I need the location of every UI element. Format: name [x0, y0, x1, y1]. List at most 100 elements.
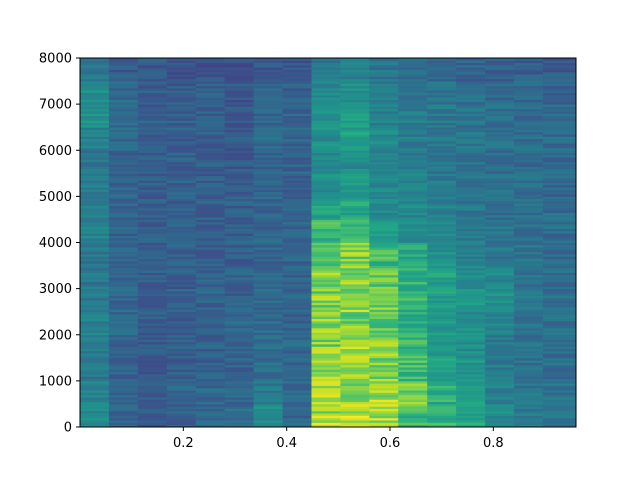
spectrogram-cell [137, 175, 168, 179]
spectrogram-cell [542, 295, 577, 299]
spectrogram-cell [282, 228, 312, 232]
spectrogram-cell [108, 182, 139, 186]
spectrogram-cell [398, 341, 428, 345]
spectrogram-cell [80, 256, 110, 260]
spectrogram-cell [340, 164, 370, 167]
spectrogram-cell [166, 147, 197, 151]
spectrogram-cell [253, 311, 283, 315]
spectrogram-cell [369, 203, 399, 206]
spectrogram-cell [514, 244, 544, 248]
spectrogram-cell [137, 378, 168, 382]
spectrogram-cell [542, 247, 577, 250]
y-tick-label: 5000 [39, 190, 72, 205]
spectrogram-cell [398, 194, 428, 197]
spectrogram-cell [398, 332, 428, 336]
spectrogram-cell [542, 189, 577, 193]
spectrogram-cell [427, 113, 457, 117]
spectrogram-cell [485, 417, 515, 421]
spectrogram-cell [369, 385, 399, 389]
spectrogram-cell [398, 129, 428, 133]
spectrogram-cell [542, 263, 577, 266]
spectrogram-cell [542, 154, 577, 158]
spectrogram-cell [282, 191, 312, 195]
spectrogram-cell [224, 124, 254, 128]
spectrogram-cell [340, 182, 370, 186]
spectrogram-cell [542, 78, 577, 82]
spectrogram-cell [427, 297, 457, 301]
spectrogram-cell [340, 171, 370, 174]
spectrogram-cell [514, 399, 544, 403]
spectrogram-cell [311, 348, 341, 352]
spectrogram-cell [166, 394, 197, 398]
spectrogram-cell [80, 145, 110, 149]
spectrogram-cell [311, 131, 341, 135]
spectrogram-cell [456, 256, 486, 260]
spectrogram-cell [427, 104, 457, 107]
spectrogram-cell [195, 371, 226, 375]
spectrogram-cell [340, 325, 370, 329]
spectrogram-cell [340, 214, 370, 218]
spectrogram-cell [427, 115, 457, 119]
spectrogram-cell [166, 371, 197, 375]
spectrogram-cell [369, 295, 399, 299]
spectrogram-cell [195, 180, 226, 183]
spectrogram-cell [80, 187, 110, 190]
spectrogram-cell [427, 76, 457, 80]
spectrogram-cell [369, 242, 399, 246]
spectrogram-cell [514, 230, 544, 234]
spectrogram-cell [369, 78, 399, 82]
spectrogram-cell [427, 362, 457, 366]
spectrogram-cell [542, 346, 577, 349]
spectrogram-cell [166, 343, 197, 347]
spectrogram-cell [340, 136, 370, 140]
spectrogram-cell [311, 410, 341, 414]
spectrogram-cell [369, 224, 399, 227]
spectrogram-cell [542, 143, 577, 147]
spectrogram-cell [456, 339, 486, 343]
spectrogram-cell [166, 150, 197, 153]
spectrogram-cell [456, 373, 486, 377]
spectrogram-cell [137, 64, 168, 68]
spectrogram-cell [427, 200, 457, 204]
spectrogram-cell [369, 279, 399, 283]
spectrogram-cell [542, 212, 577, 216]
spectrogram-cell [427, 353, 457, 356]
spectrogram-cell [253, 180, 283, 183]
spectrogram-cell [311, 313, 341, 317]
spectrogram-cell [340, 168, 370, 172]
spectrogram-cell [282, 415, 312, 419]
spectrogram-cell [369, 403, 399, 407]
spectrogram-cell [398, 242, 428, 246]
spectrogram-cell [514, 217, 544, 220]
spectrogram-cell [80, 286, 110, 290]
spectrogram-cell [137, 124, 168, 128]
spectrogram-cell [369, 387, 399, 391]
spectrogram-cell [456, 152, 486, 156]
spectrogram-cell [224, 251, 254, 255]
spectrogram-cell [166, 154, 197, 158]
spectrogram-cell [195, 240, 226, 243]
spectrogram-cell [456, 134, 486, 137]
spectrogram-cell [542, 104, 577, 107]
spectrogram-cell [340, 187, 370, 190]
spectrogram-cell [253, 212, 283, 216]
spectrogram-cell [253, 138, 283, 142]
spectrogram-cell [456, 113, 486, 117]
spectrogram-cell [80, 168, 110, 172]
spectrogram-cell [456, 341, 486, 345]
spectrogram-cell [485, 327, 515, 331]
spectrogram-cell [195, 339, 226, 343]
spectrogram-cell [542, 136, 577, 140]
spectrogram-cell [166, 129, 197, 133]
spectrogram-cell [80, 120, 110, 123]
spectrogram-cell [340, 191, 370, 195]
spectrogram-cell [80, 297, 110, 301]
spectrogram-cell [195, 327, 226, 331]
spectrogram-cell [369, 422, 399, 426]
spectrogram-cell [340, 200, 370, 204]
spectrogram-cell [398, 380, 428, 384]
spectrogram-cell [108, 277, 139, 280]
spectrogram-cell [514, 311, 544, 315]
spectrogram-cell [369, 92, 399, 96]
spectrogram-cell [456, 90, 486, 93]
